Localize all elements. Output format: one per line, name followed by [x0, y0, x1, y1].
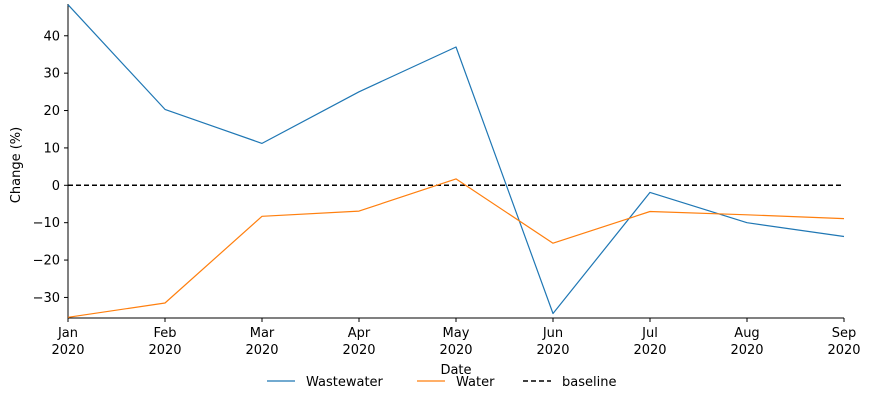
x-tick-label-year: 2020 — [536, 343, 569, 358]
x-tick-label-month: Jan — [57, 326, 78, 341]
x-tick-label-month: Jul — [641, 326, 658, 341]
x-tick-label-year: 2020 — [827, 343, 860, 358]
series-line-water — [67, 178, 845, 318]
legend-label: baseline — [562, 375, 616, 390]
legend: Wastewater Water baseline — [267, 375, 616, 390]
x-tick-label-year: 2020 — [148, 343, 181, 358]
x-tick-label-month: Mar — [250, 326, 275, 341]
x-tick-label-month: Jun — [542, 326, 563, 341]
x-tick-label-month: Feb — [153, 326, 176, 341]
y-tick-label: 30 — [43, 67, 60, 82]
x-tick-label-month: May — [443, 326, 470, 341]
x-tick-label-year: 2020 — [730, 343, 763, 358]
x-tick-label-month: Sep — [832, 326, 857, 341]
axes: −30 −20 −10 0 10 20 30 40 Jan 2020 Feb 2020 Mar 2020 A… — [33, 4, 861, 358]
x-tick-label-year: 2020 — [342, 343, 375, 358]
y-tick-label: −30 — [33, 291, 60, 306]
x-tick-label-month: Aug — [734, 326, 759, 341]
x-tick-label-month: Apr — [348, 326, 371, 341]
y-tick-label: 40 — [43, 29, 60, 44]
y-tick-label: 10 — [43, 141, 60, 156]
legend-label: Wastewater — [306, 375, 384, 390]
y-tick-label: 0 — [52, 179, 60, 194]
y-tick-label: −20 — [33, 254, 60, 269]
y-tick-label: 20 — [43, 104, 60, 119]
x-tick-label-year: 2020 — [439, 343, 472, 358]
x-tick-label-year: 2020 — [633, 343, 666, 358]
legend-label: Water — [456, 375, 495, 390]
x-tick-label-year: 2020 — [51, 343, 84, 358]
series-line-wastewater — [67, 4, 845, 315]
x-axis-label: Date — [440, 363, 471, 378]
x-tick-label-year: 2020 — [245, 343, 278, 358]
series-layer — [67, 4, 845, 318]
y-tick-label: −10 — [33, 216, 60, 231]
y-axis-label: Change (%) — [9, 127, 24, 203]
